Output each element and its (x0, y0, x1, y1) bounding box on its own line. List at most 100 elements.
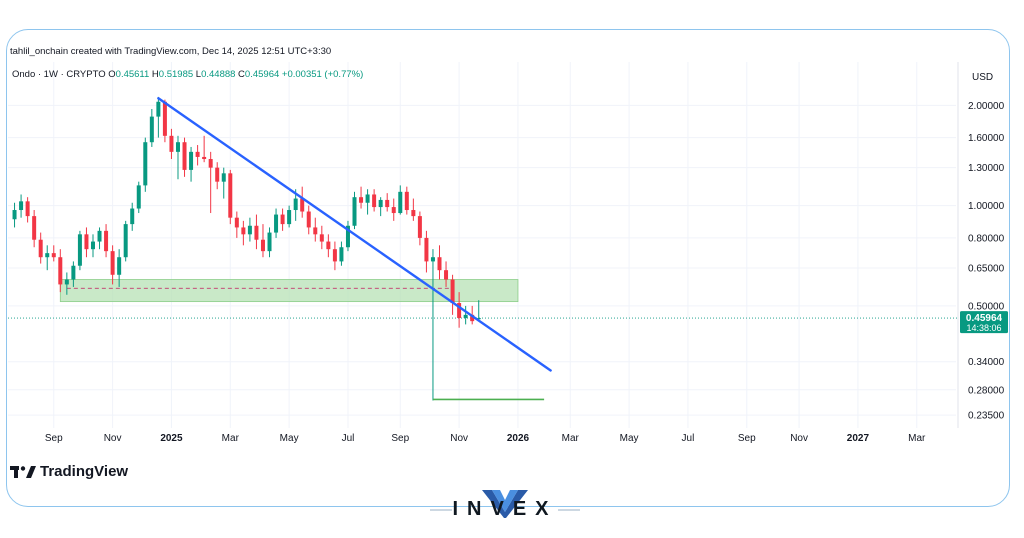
legend-item: 0.45964 (245, 69, 279, 80)
candle-body (378, 199, 383, 208)
candle (463, 305, 468, 325)
candle (117, 249, 122, 287)
candle-body (149, 116, 154, 143)
candle (260, 224, 265, 258)
x-tick-label: Mar (562, 433, 580, 444)
candle (444, 261, 449, 287)
candle (228, 169, 233, 225)
currency-label: USD (972, 72, 993, 83)
y-tick-label: 1.60000 (968, 133, 1005, 144)
y-tick-label: 1.30000 (968, 163, 1005, 174)
candle (274, 208, 279, 238)
candle-body (143, 142, 148, 186)
candle-body (77, 234, 82, 266)
y-tick-label: 0.80000 (968, 233, 1005, 244)
candle (208, 151, 213, 214)
candle-body (339, 247, 344, 262)
invex-watermark: INVEX (430, 488, 580, 528)
legend-layer: Ondo · 1W · CRYPTO O0.45611 H0.51985 L0.… (12, 69, 363, 80)
candles-layer (12, 96, 481, 401)
candle (90, 234, 95, 258)
candle-body (64, 279, 69, 285)
x-tick-label: Nov (104, 433, 122, 444)
legend-item: L (193, 69, 201, 80)
candle (345, 220, 350, 252)
candle (300, 186, 305, 218)
y-tick-label: 0.65000 (968, 263, 1005, 274)
candle (319, 225, 324, 250)
candle-body (437, 257, 442, 271)
candle-body (254, 225, 259, 240)
candle-body (32, 216, 37, 240)
candle (84, 227, 89, 258)
candle (424, 230, 429, 273)
candle-body (195, 151, 200, 157)
candle-body (352, 197, 357, 226)
candle-body (444, 270, 449, 280)
candle (110, 245, 115, 285)
candle-body (202, 156, 207, 160)
candle (51, 245, 56, 262)
y-tick-label: 2.00000 (968, 101, 1005, 112)
candle-body (411, 210, 416, 217)
candle (12, 202, 17, 228)
candle-body (385, 199, 390, 208)
legend-item: O (106, 69, 116, 80)
candle (234, 211, 239, 238)
candle-body (156, 101, 161, 117)
candle (372, 189, 377, 212)
candle-body (391, 207, 396, 214)
candle (241, 220, 246, 246)
legend-item: Ondo · 1W · CRYPTO (12, 69, 106, 80)
y-tick-label: 0.34000 (968, 357, 1005, 368)
candle-body (221, 173, 226, 182)
candle-body (58, 257, 63, 285)
candle (378, 197, 383, 217)
candle (215, 162, 220, 190)
x-tick-label: Sep (391, 433, 409, 444)
candle-body (228, 173, 233, 218)
candle (32, 210, 37, 248)
last-price-label: 0.45964 (966, 313, 1003, 324)
candle (202, 135, 207, 163)
candle (287, 205, 292, 228)
candle (149, 108, 154, 147)
x-tick-label: Jul (682, 433, 695, 444)
candle (306, 205, 311, 235)
invex-logo-icon (430, 490, 580, 518)
candle-body (359, 197, 364, 203)
candle (77, 230, 82, 271)
legend-item: +0.00351 (+0.77%) (279, 69, 363, 80)
last-price-countdown: 14:38:06 (966, 323, 1001, 333)
candle (221, 167, 226, 199)
tradingview-brand: TradingView (10, 463, 128, 480)
candle (38, 232, 43, 264)
candle-body (71, 265, 76, 280)
support-zone-rect (59, 279, 519, 303)
candle-body (424, 237, 429, 262)
candle-body (457, 303, 462, 318)
x-tick-label: May (280, 433, 299, 444)
candle-body (398, 191, 403, 214)
candle (385, 193, 390, 212)
candle (162, 99, 167, 143)
candle-body (51, 253, 56, 258)
y-tick-label: 0.28000 (968, 385, 1005, 396)
candle-body (463, 314, 468, 318)
candle-body (110, 251, 115, 275)
candle (365, 189, 370, 215)
grid-layer (8, 62, 956, 428)
candle-body (345, 225, 350, 248)
candle (391, 198, 396, 221)
legend-item: 0.44888 (201, 69, 235, 80)
overlay-layer (157, 97, 552, 401)
candle (437, 245, 442, 280)
candle-body (470, 314, 475, 322)
x-tick-label: Nov (790, 433, 808, 444)
axis-layer: 2.00000 1.60000 1.30000 1.00000 0.80000 0.650… (45, 62, 1008, 444)
tradingview-logo-icon (10, 465, 36, 478)
candle (189, 146, 194, 182)
legend-item: H (149, 69, 159, 80)
descending-trendline (157, 97, 552, 372)
